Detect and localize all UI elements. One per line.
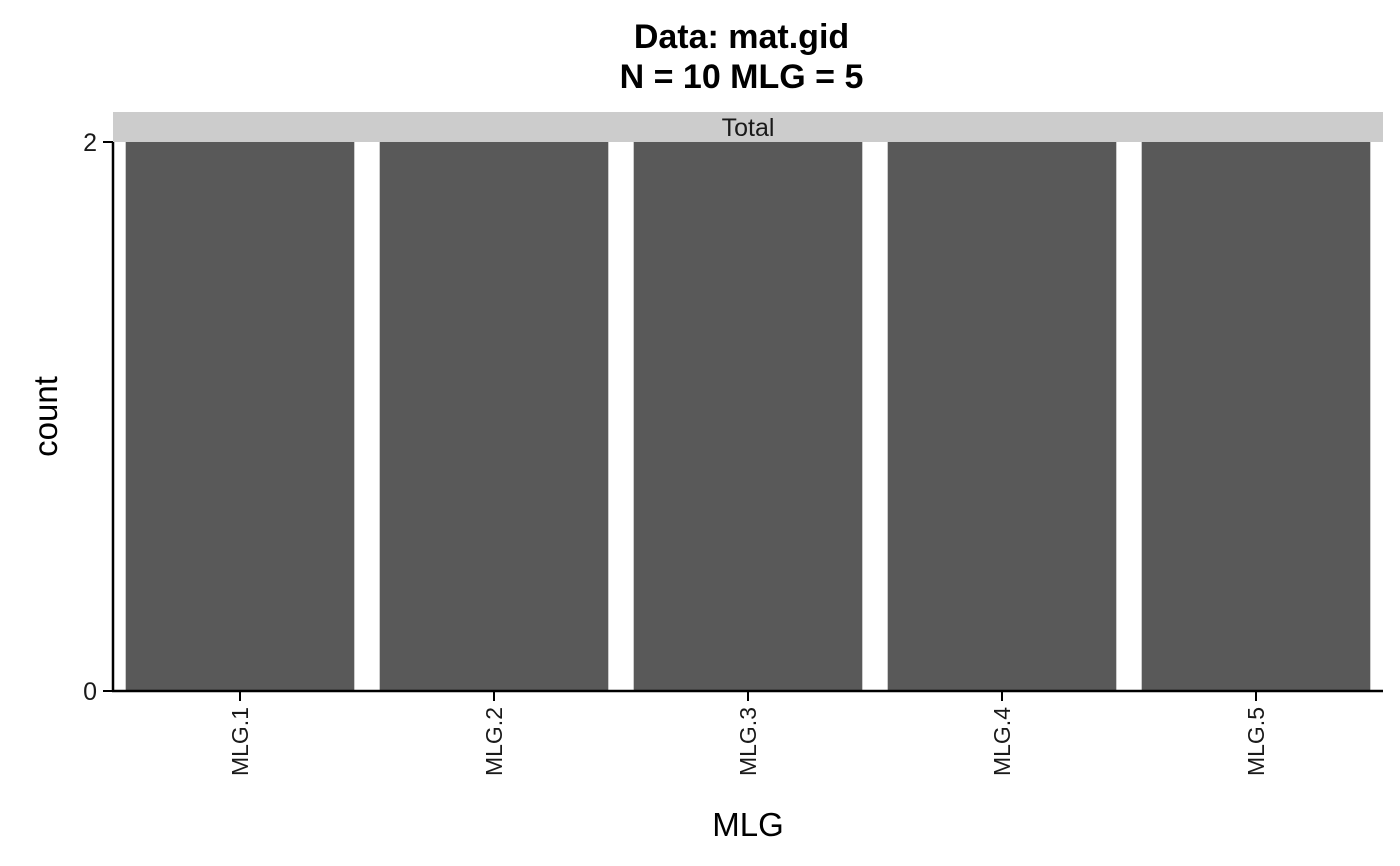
x-tick-label: MLG.3 (735, 707, 761, 776)
y-tick-label: 0 (83, 678, 97, 706)
x-tick-label: MLG.2 (481, 707, 507, 776)
x-tick-label: MLG.1 (227, 707, 253, 776)
y-axis-label: count (27, 376, 64, 457)
facet-label: Total (722, 114, 775, 142)
bar-mlg-1 (125, 142, 355, 691)
bar-mlg-5 (1141, 142, 1371, 691)
bar-mlg-4 (887, 142, 1117, 691)
bar-mlg-2 (379, 142, 609, 691)
chart-subtitle: N = 10 MLG = 5 (619, 58, 864, 96)
x-axis-label: MLG (712, 806, 784, 843)
bar-mlg-3 (633, 142, 863, 691)
chart-title: Data: mat.gid (633, 18, 850, 56)
y-ticks-group: 02 (83, 129, 113, 706)
x-ticks-group: MLG.1 MLG.2 MLG.3 MLG.4 MLG.5 (227, 691, 1269, 776)
y-tick-label: 2 (83, 129, 97, 157)
x-tick-label: MLG.4 (989, 707, 1015, 776)
facet-strip (113, 112, 1383, 142)
x-tick-label: MLG.5 (1243, 707, 1269, 776)
bars-group (125, 142, 1371, 691)
